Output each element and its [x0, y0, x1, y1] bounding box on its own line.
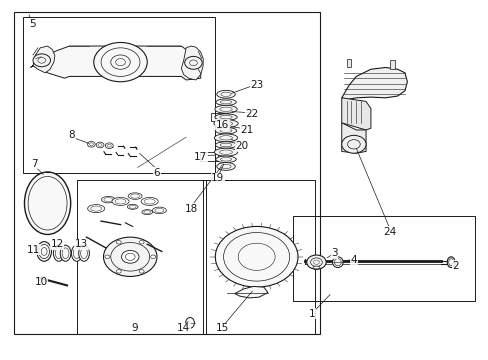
Text: 16: 16: [216, 120, 229, 130]
Text: 23: 23: [249, 80, 263, 90]
Circle shape: [87, 141, 95, 147]
Text: 11: 11: [27, 245, 40, 255]
Text: 12: 12: [51, 239, 64, 249]
Ellipse shape: [101, 197, 115, 203]
Ellipse shape: [213, 120, 238, 127]
Circle shape: [139, 270, 144, 273]
Circle shape: [341, 135, 366, 153]
Bar: [23, 18, 215, 173]
Ellipse shape: [141, 197, 158, 206]
Ellipse shape: [87, 204, 104, 212]
Text: 6: 6: [153, 168, 160, 178]
Text: 3: 3: [330, 248, 337, 258]
Circle shape: [116, 270, 121, 273]
Ellipse shape: [127, 204, 138, 209]
Text: 4: 4: [350, 255, 356, 265]
Text: 9: 9: [132, 323, 138, 333]
Ellipse shape: [71, 245, 82, 261]
Polygon shape: [234, 287, 267, 298]
Bar: [77, 180, 205, 334]
Circle shape: [121, 250, 139, 263]
Ellipse shape: [447, 257, 454, 267]
Circle shape: [306, 255, 325, 269]
Polygon shape: [341, 67, 407, 100]
Ellipse shape: [79, 245, 89, 261]
Ellipse shape: [216, 162, 235, 170]
Ellipse shape: [216, 90, 235, 98]
Circle shape: [96, 142, 104, 148]
Ellipse shape: [53, 245, 64, 261]
Ellipse shape: [214, 114, 237, 120]
Text: 17: 17: [194, 152, 207, 162]
Bar: [203, 180, 314, 334]
Ellipse shape: [214, 105, 237, 113]
Text: 22: 22: [244, 109, 258, 119]
Circle shape: [150, 255, 155, 258]
Circle shape: [139, 240, 144, 244]
Ellipse shape: [312, 266, 319, 269]
Polygon shape: [341, 98, 370, 130]
Ellipse shape: [112, 197, 129, 206]
Ellipse shape: [214, 134, 237, 142]
Polygon shape: [30, 46, 55, 73]
Circle shape: [105, 143, 113, 149]
Ellipse shape: [24, 172, 71, 234]
Ellipse shape: [185, 318, 194, 328]
Circle shape: [105, 255, 110, 258]
Bar: [14, 12, 319, 334]
Text: 5: 5: [30, 18, 36, 28]
Circle shape: [215, 226, 297, 287]
Text: 19: 19: [211, 173, 224, 183]
Text: 14: 14: [177, 323, 190, 333]
Circle shape: [103, 237, 157, 276]
Circle shape: [116, 240, 121, 244]
Ellipse shape: [37, 242, 51, 261]
Circle shape: [33, 54, 50, 67]
Polygon shape: [181, 46, 203, 80]
Polygon shape: [341, 123, 366, 153]
Circle shape: [184, 57, 202, 69]
Polygon shape: [346, 59, 351, 67]
Text: 15: 15: [216, 323, 229, 333]
Ellipse shape: [214, 148, 237, 156]
Ellipse shape: [215, 99, 236, 105]
Text: 10: 10: [35, 277, 48, 287]
Bar: [211, 113, 228, 121]
Text: 20: 20: [235, 141, 248, 151]
Polygon shape: [33, 46, 201, 80]
Ellipse shape: [142, 210, 152, 215]
Text: 21: 21: [240, 125, 253, 135]
Ellipse shape: [60, 245, 71, 261]
Ellipse shape: [128, 193, 142, 199]
Text: 7: 7: [31, 159, 38, 169]
Text: 8: 8: [68, 130, 75, 140]
Text: 1: 1: [308, 309, 315, 319]
Circle shape: [94, 42, 147, 82]
Bar: [292, 216, 474, 301]
Bar: [200, 152, 218, 161]
Text: 13: 13: [75, 239, 88, 249]
Text: 2: 2: [452, 261, 458, 271]
Ellipse shape: [152, 207, 166, 213]
Text: 24: 24: [383, 227, 396, 237]
Polygon shape: [389, 60, 394, 69]
Ellipse shape: [215, 142, 236, 148]
Ellipse shape: [332, 257, 343, 267]
Ellipse shape: [215, 127, 236, 134]
Ellipse shape: [215, 156, 236, 162]
Text: 18: 18: [184, 203, 197, 213]
